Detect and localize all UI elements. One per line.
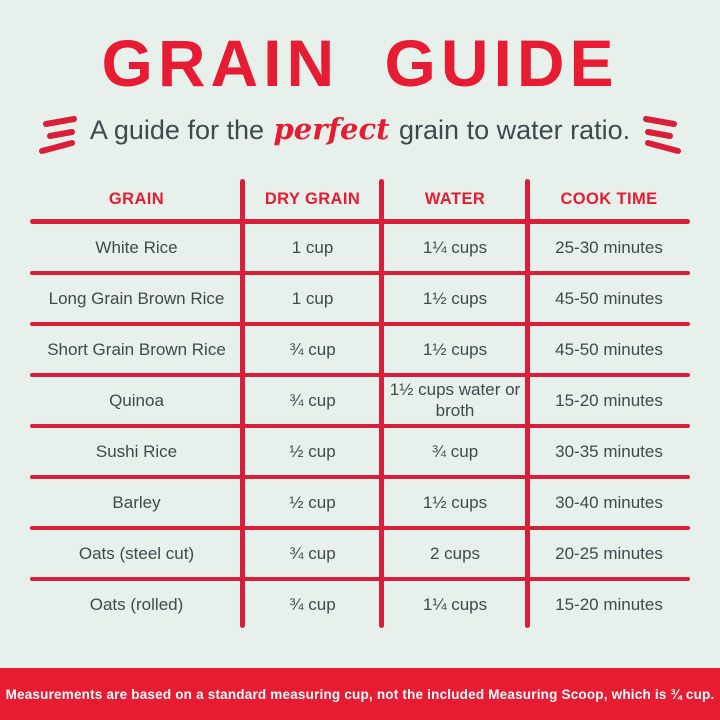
table-header-row: GRAIN DRY GRAIN WATER COOK TIME (30, 179, 690, 219)
table-header-divider (30, 219, 690, 225)
water-cell: 1½ cups water or broth (389, 380, 521, 420)
table-row-divider (30, 577, 690, 582)
subtitle-suffix: grain to water ratio. (399, 115, 631, 146)
footer-bar: Measurements are based on a standard mea… (0, 668, 720, 720)
grain-cell: Short Grain Brown Rice (47, 339, 226, 359)
grain-cell: White Rice (95, 237, 178, 257)
grain-cell: Oats (steel cut) (78, 543, 195, 563)
cook-time-cell: 30-35 minutes (555, 441, 663, 461)
subtitle: A guide for the perfect grain to water r… (90, 112, 630, 146)
table-row: Oats (rolled) ¾ cup 1¼ cups 15-20 minute… (30, 581, 690, 628)
footer-note: Measurements are based on a standard mea… (5, 686, 715, 702)
table-row: White Rice 1 cup 1¼ cups 25-30 minutes (30, 224, 690, 271)
water-cell: 1¼ cups (422, 594, 488, 614)
grain-cell: Sushi Rice (95, 441, 178, 461)
grain-cell: Quinoa (109, 390, 164, 410)
table-column-divider (379, 179, 384, 629)
grain-cell: Oats (rolled) (89, 594, 184, 614)
cook-time-cell: 45-50 minutes (555, 288, 663, 308)
cook-time-cell: 15-20 minutes (555, 594, 663, 614)
column-header-cook-time: COOK TIME (560, 189, 658, 208)
table-row: Long Grain Brown Rice 1 cup 1½ cups 45-5… (30, 275, 690, 322)
grain-cell: Long Grain Brown Rice (48, 288, 225, 308)
dry-grain-cell: ¾ cup (289, 594, 336, 614)
cook-time-cell: 20-25 minutes (555, 543, 663, 563)
column-header-grain: GRAIN (108, 189, 165, 208)
dry-grain-cell: ½ cup (289, 492, 336, 512)
column-header-dry-grain: DRY GRAIN (264, 189, 361, 208)
subtitle-prefix: A guide for the (89, 115, 264, 146)
cook-time-cell: 30-40 minutes (555, 492, 663, 512)
column-header-water: WATER (424, 189, 486, 208)
water-cell: 1½ cups (422, 339, 488, 359)
dry-grain-cell: 1 cup (291, 237, 334, 257)
table-row: Sushi Rice ½ cup ¾ cup 30-35 minutes (30, 428, 690, 475)
cook-time-cell: 25-30 minutes (555, 237, 663, 257)
table-row: Barley ½ cup 1½ cups 30-40 minutes (30, 479, 690, 526)
water-cell: 1¼ cups (422, 237, 488, 257)
dry-grain-cell: ¾ cup (289, 390, 336, 410)
dry-grain-cell: 1 cup (291, 288, 334, 308)
water-cell: 2 cups (429, 543, 481, 563)
table-row-divider (30, 424, 690, 429)
table-column-divider (525, 179, 530, 629)
water-cell: 1½ cups (422, 288, 488, 308)
grain-table: GRAIN DRY GRAIN WATER COOK TIME White Ri… (30, 179, 690, 629)
table-row-divider (30, 271, 690, 276)
cook-time-cell: 15-20 minutes (555, 390, 663, 410)
table-row-divider (30, 526, 690, 531)
table-row-divider (30, 475, 690, 480)
dry-grain-cell: ¾ cup (289, 543, 336, 563)
cook-time-cell: 45-50 minutes (555, 339, 663, 359)
table-column-divider (240, 179, 245, 629)
table-row: Quinoa ¾ cup 1½ cups water or broth 15-2… (30, 377, 690, 424)
dry-grain-cell: ½ cup (289, 441, 336, 461)
table-row: Oats (steel cut) ¾ cup 2 cups 20-25 minu… (30, 530, 690, 577)
table-row: Short Grain Brown Rice ¾ cup 1½ cups 45-… (30, 326, 690, 373)
page-title: GRAIN GUIDE (101, 26, 619, 100)
subtitle-highlight: perfect (273, 112, 390, 147)
table-row-divider (30, 322, 690, 327)
grain-cell: Barley (112, 492, 161, 512)
triple-dash-emphasis-right-icon (643, 116, 682, 155)
dry-grain-cell: ¾ cup (289, 339, 336, 359)
water-cell: ¾ cup (431, 441, 479, 461)
triple-dash-emphasis-left-icon (38, 116, 77, 155)
water-cell: 1½ cups (422, 492, 488, 512)
table-row-divider (30, 373, 690, 378)
subtitle-row: A guide for the perfect grain to water r… (0, 103, 720, 155)
